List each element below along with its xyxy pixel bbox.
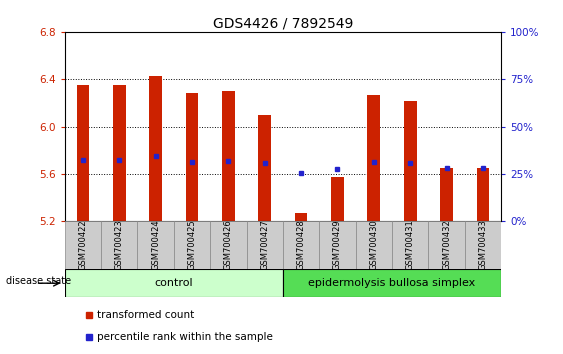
Bar	[186, 93, 198, 221]
Text: percentile rank within the sample: percentile rank within the sample	[97, 332, 274, 342]
Bar	[476, 168, 489, 221]
Bar	[210, 221, 247, 269]
Bar	[65, 221, 101, 269]
Bar	[113, 85, 126, 221]
Bar	[137, 221, 174, 269]
Bar	[283, 221, 319, 269]
Bar	[440, 168, 453, 221]
Title: GDS4426 / 7892549: GDS4426 / 7892549	[213, 17, 353, 31]
Bar	[222, 91, 235, 221]
Text: GSM700426: GSM700426	[224, 219, 233, 269]
Bar	[77, 85, 90, 221]
Text: GSM700429: GSM700429	[333, 219, 342, 269]
Bar	[65, 269, 283, 297]
Bar	[331, 177, 344, 221]
Text: GSM700425: GSM700425	[187, 219, 196, 269]
Bar	[283, 269, 501, 297]
Text: GSM700423: GSM700423	[115, 219, 124, 269]
Bar	[294, 213, 307, 221]
Text: GSM700422: GSM700422	[78, 219, 87, 269]
Bar	[356, 221, 392, 269]
Bar	[174, 221, 210, 269]
Text: GSM700431: GSM700431	[406, 219, 415, 269]
Text: transformed count: transformed count	[97, 310, 195, 320]
Text: GSM700424: GSM700424	[151, 219, 160, 269]
Bar	[404, 101, 417, 221]
Text: GSM700430: GSM700430	[369, 219, 378, 269]
Bar	[464, 221, 501, 269]
Bar	[247, 221, 283, 269]
Text: GSM700428: GSM700428	[297, 219, 306, 269]
Bar	[368, 95, 380, 221]
Text: GSM700433: GSM700433	[479, 219, 488, 270]
Text: disease state: disease state	[6, 276, 71, 286]
Text: GSM700432: GSM700432	[442, 219, 451, 269]
Text: GSM700427: GSM700427	[260, 219, 269, 269]
Bar	[101, 221, 137, 269]
Bar	[258, 115, 271, 221]
Text: control: control	[154, 278, 193, 288]
Bar	[428, 221, 464, 269]
Text: epidermolysis bullosa simplex: epidermolysis bullosa simplex	[309, 278, 476, 288]
Bar	[319, 221, 356, 269]
Bar	[392, 221, 428, 269]
Bar	[149, 76, 162, 221]
